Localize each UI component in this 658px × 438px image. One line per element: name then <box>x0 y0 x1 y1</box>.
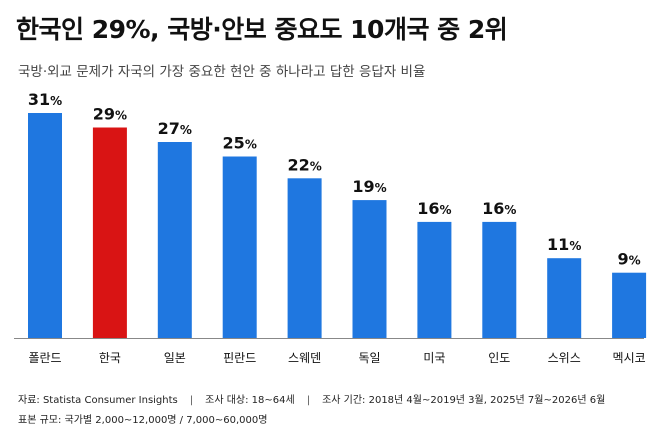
period-note: 조사 기간: 2018년 4월~2019년 3월, 2025년 7월~2026년… <box>322 395 606 406</box>
bar <box>222 156 257 338</box>
value-label: 27% <box>158 119 192 138</box>
value-label: 16% <box>482 199 516 218</box>
separator: | <box>306 395 311 406</box>
bar <box>28 113 62 338</box>
bar <box>157 142 192 338</box>
x-tick-label: 미국 <box>423 351 445 365</box>
value-label: 25% <box>223 134 257 153</box>
footer-line-1: 자료: Statista Consumer Insights | 조사 대상: 18… <box>18 391 605 406</box>
source-note: 자료: Statista Consumer Insights <box>18 395 178 406</box>
x-tick-label: 스위스 <box>548 351 581 365</box>
value-label: 9% <box>618 250 641 269</box>
target-note: 조사 대상: 18~64세 <box>205 395 295 406</box>
separator: | <box>189 395 194 406</box>
bar <box>287 178 322 338</box>
x-tick-label: 한국 <box>99 351 121 365</box>
x-tick-label: 스웨덴 <box>288 351 321 365</box>
value-label: 11% <box>547 235 581 254</box>
x-tick-label: 핀란드 <box>223 351 256 365</box>
value-label: 31% <box>28 90 62 109</box>
bar <box>612 272 647 338</box>
value-label: 29% <box>93 105 127 124</box>
bar <box>417 221 452 338</box>
chart-subtitle: 국방·외교 문제가 자국의 가장 중요한 현안 중 하나라고 답한 응답자 비율 <box>18 64 426 80</box>
x-tick-label: 독일 <box>358 351 380 365</box>
value-label: 22% <box>287 155 321 174</box>
bar <box>547 258 582 338</box>
x-tick-labels-group: 폴란드 한국 일본 핀란드 스웨덴 독일 미국 인도 스위스 멕시코 <box>28 351 645 365</box>
x-tick-label: 폴란드 <box>28 351 61 365</box>
footer-line-2: 표본 규모: 국가별 2,000~12,000명 / 7,000~60,000명 <box>18 411 267 426</box>
sample-note: 표본 규모: 국가별 2,000~12,000명 / 7,000~60,000명 <box>18 415 268 426</box>
x-tick-label: 멕시코 <box>613 351 646 365</box>
x-tick-label: 인도 <box>488 351 510 365</box>
bar <box>352 200 387 338</box>
bar <box>92 127 127 338</box>
x-tick-label: 일본 <box>164 351 186 365</box>
bar <box>482 221 517 338</box>
value-label: 19% <box>352 177 386 196</box>
chart-title: 한국인 29%, 국방·안보 중요도 10개국 중 2위 <box>16 15 508 44</box>
value-label: 16% <box>417 199 451 218</box>
value-labels-group: 31% 29% 27% 25% 22% 19% 16% 16% 11% 9% <box>28 90 641 269</box>
bars-group <box>28 113 647 338</box>
